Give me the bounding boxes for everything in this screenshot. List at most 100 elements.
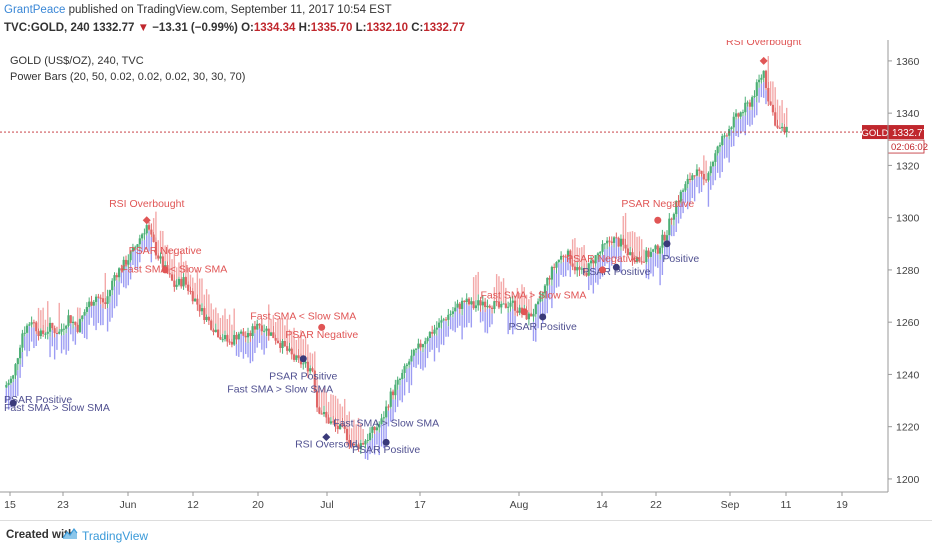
candle-body	[345, 428, 349, 441]
candle-body	[290, 348, 293, 355]
candle-body	[311, 368, 314, 371]
candle-body	[647, 250, 650, 257]
signal-dot-icon	[382, 438, 390, 446]
candle-body	[348, 440, 351, 444]
candle-body	[635, 257, 639, 262]
y-tick-label: 1220	[896, 422, 920, 434]
candle-body	[705, 179, 708, 181]
signal-label: Positive	[662, 253, 699, 265]
candle-body	[55, 332, 59, 334]
candle-body	[477, 300, 480, 306]
candle-body	[249, 332, 252, 337]
candle-body	[219, 336, 222, 340]
candle-body	[663, 234, 666, 241]
candle-body	[652, 249, 655, 252]
signal-diamond-icon	[142, 216, 151, 225]
candle-body	[341, 424, 344, 426]
candle-body	[315, 391, 319, 408]
candle-body	[260, 325, 263, 332]
candle-body	[500, 303, 503, 308]
candle-body	[615, 237, 618, 239]
candle-body	[682, 190, 685, 192]
candle-body	[562, 255, 565, 257]
candle-body	[62, 328, 65, 330]
candle-body	[774, 112, 777, 126]
candle-body	[182, 277, 185, 287]
candle-body	[564, 256, 567, 258]
candle-body	[442, 319, 445, 321]
candle-body	[408, 361, 411, 365]
candle-body	[94, 296, 98, 302]
price-chart[interactable]: GOLD 1332.77 02:06:02 RSI Overbought PSAR N…	[0, 36, 932, 520]
candle-body	[626, 248, 629, 255]
candle-body	[619, 238, 623, 247]
candle-body	[28, 324, 31, 326]
tradingview-brand[interactable]: TradingView	[82, 529, 149, 543]
candle-body	[470, 301, 473, 305]
candle-body	[700, 170, 703, 174]
candle-body	[532, 314, 535, 317]
x-tick-label: Jul	[320, 499, 333, 511]
candle-body	[566, 250, 570, 257]
candle-body	[244, 335, 247, 338]
x-tick-label: Jun	[120, 499, 137, 511]
candle-body	[246, 332, 250, 338]
candle-body	[394, 384, 397, 396]
candle-body	[518, 307, 521, 313]
candle-body	[279, 343, 282, 348]
candle-body	[739, 112, 742, 117]
x-tick-label: 19	[836, 499, 848, 511]
candle-body	[366, 439, 369, 441]
candle-body	[65, 325, 68, 329]
published-text: published on TradingView.com, September …	[68, 4, 392, 16]
candle-body	[385, 406, 388, 418]
candle-body	[325, 412, 328, 418]
signal-dot-icon	[161, 266, 169, 274]
candle-body	[106, 296, 109, 304]
candle-body	[672, 214, 676, 220]
candle-body	[730, 127, 733, 130]
signal-diamond-icon	[322, 433, 331, 442]
candle-body	[424, 341, 427, 345]
candle-body	[426, 338, 429, 342]
candle-body	[177, 278, 181, 285]
author-link[interactable]: GrantPeace	[4, 4, 66, 16]
candle-body	[737, 113, 740, 117]
ohlc-line: TVC:GOLD, 240 1332.77 ▼ −13.31 (−0.99%) …	[4, 22, 465, 34]
candle-body	[631, 252, 634, 261]
signal-label: PSAR Negative	[566, 253, 639, 265]
candle-body	[263, 330, 266, 332]
candle-body	[716, 146, 719, 154]
candle-body	[16, 358, 19, 365]
candle-body	[396, 379, 399, 385]
candle-body	[693, 175, 696, 177]
candle-body	[753, 95, 756, 98]
candle-body	[81, 315, 84, 320]
candle-body	[223, 335, 227, 340]
chart-area[interactable]: GOLD 1332.77 02:06:02 RSI Overbought PSAR N…	[0, 36, 932, 520]
candle-body	[555, 262, 558, 268]
candle-body	[85, 307, 88, 312]
candle-body	[352, 443, 356, 446]
candle-body	[297, 355, 300, 358]
candle-body	[654, 245, 657, 250]
x-tick-label: 17	[414, 499, 426, 511]
candle-body	[12, 375, 15, 379]
y-tick-label: 1340	[896, 108, 920, 120]
candle-body	[679, 191, 682, 202]
candle-body	[734, 113, 738, 117]
y-tick-label: 1240	[896, 369, 920, 381]
candle-body	[587, 263, 590, 276]
candle-body	[97, 296, 100, 298]
down-arrow-icon: ▼	[137, 22, 150, 34]
candle-body	[196, 298, 199, 305]
candle-body	[39, 330, 42, 337]
candle-body	[242, 331, 245, 336]
candle-body	[265, 328, 268, 331]
candle-body	[433, 329, 436, 334]
candle-body	[336, 425, 339, 430]
candle-body	[684, 184, 687, 191]
candle-body	[168, 273, 171, 275]
candle-body	[221, 339, 224, 341]
candle-body	[309, 368, 312, 372]
